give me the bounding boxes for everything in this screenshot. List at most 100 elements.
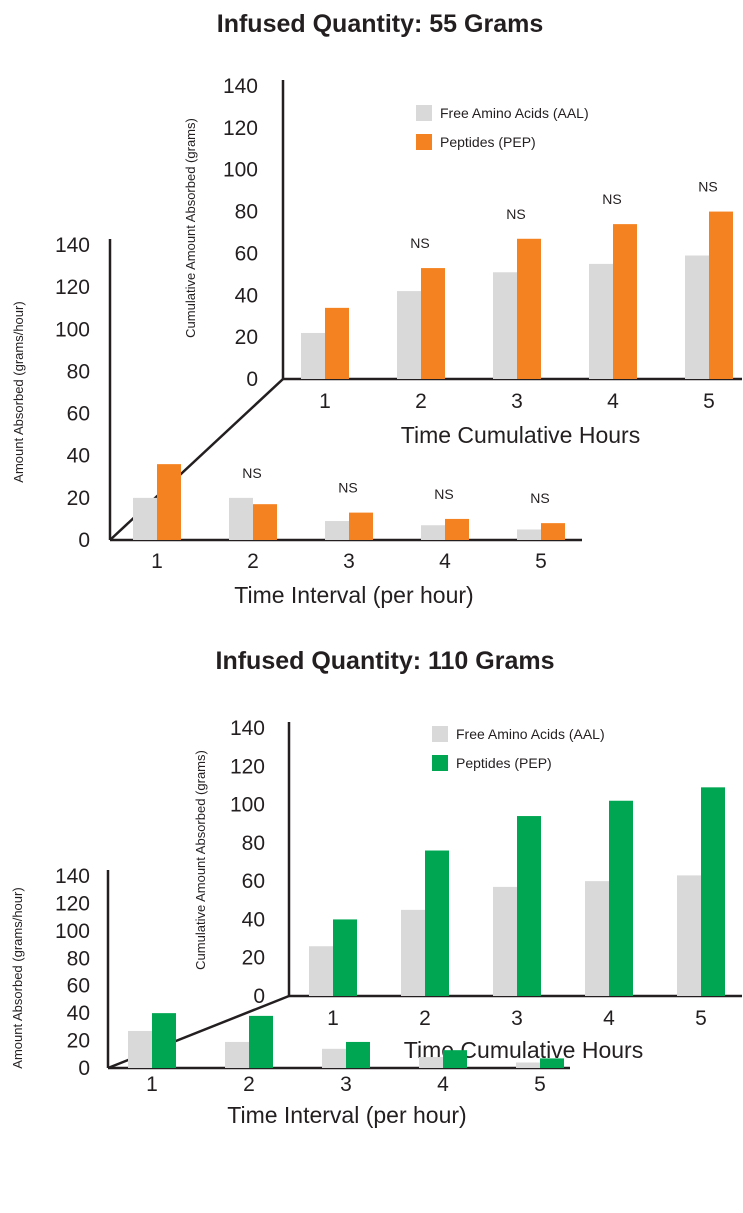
chart-2-interval-y-tick-label: 20 [67,1030,90,1053]
chart-2-cumulative-bar-pep-1 [333,919,357,996]
chart-1-cumulative-bar-pep-5 [709,211,733,379]
chart-1-interval-y-tick-label: 0 [78,529,90,552]
legend-swatch-pep [432,755,448,771]
chart-2-interval-bar-pep-4 [443,1050,467,1068]
chart-2-interval-bar-pep-2 [249,1015,273,1068]
chart-2-interval-bar-pep-3 [346,1041,370,1068]
chart-2-interval-x-tick-label: 4 [437,1073,449,1096]
chart-1-cumulative-x-tick-label: 4 [607,390,619,413]
chart-1-interval-x-tick-label: 1 [151,550,163,573]
chart-2-cumulative-bar-aal-1 [309,946,333,996]
chart-1-title: Infused Quantity: 55 Grams [217,10,543,38]
chart-2-cumulative-bar-pep-4 [609,800,633,996]
chart-2: Infused Quantity: 110 Grams0204060801001… [10,647,742,1128]
legend-label-pep: Peptides (PEP) [440,134,536,150]
chart-1-cumulative-bar-pep-2 [421,268,445,379]
chart-1-interval-ns-label: NS [338,480,357,496]
chart-1-cumulative-y-tick-label: 60 [235,242,258,265]
chart-1-interval-bar-aal-3 [325,521,349,540]
chart-2-cumulative-x-tick-label: 3 [511,1007,523,1030]
chart-2-cumulative-y-tick-label: 140 [230,717,265,740]
chart-2-interval-y-tick-label: 40 [67,1002,90,1025]
chart-1-interval-x-tick-label: 2 [247,550,259,573]
chart-1-cumulative-x-tick-label: 2 [415,390,427,413]
legend-swatch-pep [416,134,432,150]
chart-2-interval-bar-pep-5 [540,1058,564,1068]
chart-2-interval-x-tick-label: 1 [146,1073,158,1096]
chart-1-interval-x-tick-label: 4 [439,550,451,573]
chart-1-interval-bar-pep-3 [349,512,373,540]
chart-1-cumulative-x-axis-label: Time Cumulative Hours [401,422,640,448]
chart-1-interval-bar-aal-5 [517,529,541,540]
chart-1-cumulative-y-tick-label: 140 [223,75,258,98]
chart-2-cumulative-y-tick-label: 100 [230,794,265,817]
chart-2-interval-x-tick-label: 2 [243,1073,255,1096]
chart-1-cumulative-ns-label: NS [410,235,429,251]
chart-2-interval-bar-aal-2 [225,1041,249,1068]
chart-1-interval-bar-pep-2 [253,504,277,540]
chart-1-cumulative-bar-aal-5 [685,255,709,379]
chart-2-cumulative-y-tick-label: 80 [242,832,265,855]
chart-1-interval-y-tick-label: 40 [67,445,90,468]
chart-2-interval-bar-aal-3 [322,1048,346,1068]
chart-1-interval-y-tick-label: 20 [67,487,90,510]
chart-1-cumulative-ns-label: NS [698,179,717,195]
chart-1-interval-y-tick-label: 140 [55,234,90,257]
chart-2-cumulative-y-tick-label: 0 [253,985,265,1008]
chart-1-interval-bar-aal-2 [229,497,253,540]
chart-2-interval-y-tick-label: 60 [67,975,90,998]
chart-1-interval-x-tick-label: 5 [535,550,547,573]
chart-1: Infused Quantity: 55 Grams02040608010012… [11,10,742,608]
chart-2-interval-x-axis-label: Time Interval (per hour) [227,1102,466,1128]
legend-label-aal: Free Amino Acids (AAL) [456,726,605,742]
chart-2-interval-x-tick-label: 3 [340,1073,352,1096]
chart-1-cumulative-bar-aal-3 [493,272,517,379]
chart-2-cumulative-bar-aal-5 [677,875,701,996]
chart-2-legend: Free Amino Acids (AAL) Peptides (PEP) [432,726,605,771]
chart-2-interval-y-tick-label: 100 [55,920,90,943]
chart-2-cumulative-y-tick-label: 40 [242,908,265,931]
chart-2-cumulative-x-tick-label: 1 [327,1007,339,1030]
chart-1-cumulative-y-tick-label: 20 [235,326,258,349]
chart-1-interval-y-tick-label: 80 [67,360,90,383]
chart-1-cumulative-y-tick-label: 120 [223,117,258,140]
chart-1-interval-x-tick-label: 3 [343,550,355,573]
chart-2-interval-bar-aal-5 [516,1062,540,1068]
chart-1-cumulative-bar-pep-4 [613,224,637,379]
chart-1-cumulative-bar-pep-3 [517,238,541,379]
chart-1-cumulative-bar-aal-4 [589,263,613,379]
chart-2-cumulative-bar-aal-3 [493,886,517,996]
chart-2-cumulative-x-tick-label: 2 [419,1007,431,1030]
chart-1-cumulative-x-tick-label: 3 [511,390,523,413]
chart-2-cumulative-bar-pep-5 [701,787,725,996]
chart-2-cumulative-y-tick-label: 20 [242,947,265,970]
chart-1-cumulative-ns-label: NS [506,206,525,222]
chart-1-interval-bar-pep-5 [541,523,565,540]
chart-2-cumulative-bar-pep-3 [517,816,541,996]
chart-1-interval-y-tick-label: 60 [67,403,90,426]
chart-1-interval-y-axis-label: Amount Absorbed (grams/hour) [11,301,26,482]
chart-1-cumulative-y-tick-label: 80 [235,201,258,224]
chart-1-cumulative-bar-pep-1 [325,307,349,379]
chart-1-cumulative-x-tick-label: 1 [319,390,331,413]
chart-1-interval-x-axis-label: Time Interval (per hour) [234,582,473,608]
chart-2-cumulative-x-tick-label: 5 [695,1007,707,1030]
chart-1-interval-ns-label: NS [242,465,261,481]
chart-2-interval-y-tick-label: 120 [55,892,90,915]
chart-2-title: Infused Quantity: 110 Grams [216,647,555,675]
chart-2-interval-y-tick-label: 140 [55,865,90,888]
chart-2-interval-y-axis-label: Amount Absorbed (grams/hour) [10,887,25,1068]
chart-1-interval-y-tick-label: 100 [55,318,90,341]
chart-2-cumulative-bar-pep-2 [425,850,449,996]
chart-1-cumulative-x-tick-label: 5 [703,390,715,413]
chart-1-cumulative-y-axis-label: Cumulative Amount Absorbed (grams) [183,118,198,338]
chart-2-cumulative-bar-aal-2 [401,909,425,996]
chart-2-interval-y-tick-label: 0 [78,1057,90,1080]
chart-2-interval-x-tick-label: 5 [534,1073,546,1096]
chart-1-interval-bar-aal-1 [133,497,157,540]
chart-2-cumulative-y-tick-label: 60 [242,870,265,893]
chart-1-cumulative-y-tick-label: 100 [223,159,258,182]
chart-2-cumulative-y-axis-label: Cumulative Amount Absorbed (grams) [193,750,208,970]
legend-label-aal: Free Amino Acids (AAL) [440,105,589,121]
